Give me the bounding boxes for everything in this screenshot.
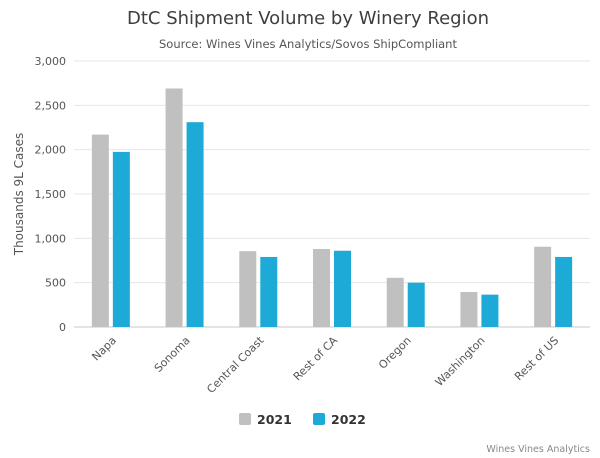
chart-title: DtC Shipment Volume by Winery Region — [127, 8, 489, 29]
bar-2022-washington[interactable] — [481, 294, 499, 327]
bar-2022-oregon[interactable] — [407, 282, 425, 327]
bar-2022-rest-of-us[interactable] — [555, 256, 573, 327]
y-tick-label: 0 — [59, 321, 66, 334]
y-axis-ticks: 0 500 1,000 1,500 2,000 2,500 3,000 — [35, 55, 67, 334]
y-tick-label: 500 — [45, 277, 66, 290]
bar-2021-washington[interactable] — [460, 291, 478, 327]
legend-swatch — [313, 413, 325, 425]
bar-2022-central-coast[interactable] — [260, 256, 278, 327]
x-tick-label: Washington — [433, 334, 488, 389]
x-tick-label: Napa — [89, 334, 118, 363]
y-tick-label: 2,000 — [35, 144, 67, 157]
x-tick-label: Rest of US — [512, 334, 561, 383]
legend-item-2021[interactable]: 2021 — [239, 412, 292, 427]
bar-2021-central-coast[interactable] — [239, 251, 257, 327]
chart-subtitle: Source: Wines Vines Analytics/Sovos Ship… — [159, 37, 457, 51]
bar-2021-oregon[interactable] — [386, 277, 404, 327]
bar-2022-napa[interactable] — [112, 151, 130, 327]
y-axis-label: Thousands 9L Cases — [12, 133, 26, 257]
legend-label: 2022 — [331, 412, 366, 427]
x-axis-ticks: Napa Sonoma Central Coast Rest of CA Oregon W… — [89, 333, 561, 396]
bar-2022-rest-of-ca[interactable] — [334, 250, 351, 327]
y-tick-label: 1,000 — [35, 232, 67, 245]
legend-swatch — [239, 413, 251, 425]
x-tick-label: Oregon — [376, 334, 414, 372]
bar-2021-sonoma[interactable] — [165, 88, 183, 327]
x-tick-label: Central Coast — [204, 333, 267, 396]
bar-2021-rest-of-ca[interactable] — [313, 248, 330, 327]
chart-credit[interactable]: Wines Vines Analytics — [486, 444, 590, 455]
y-tick-label: 1,500 — [35, 188, 67, 201]
bar-2021-napa[interactable] — [91, 134, 109, 327]
y-tick-label: 3,000 — [35, 55, 67, 68]
grid — [74, 60, 590, 328]
x-tick-label: Sonoma — [152, 334, 193, 375]
bars — [91, 88, 573, 328]
legend[interactable]: 2021 2022 — [239, 412, 366, 427]
bar-2022-sonoma[interactable] — [186, 122, 204, 328]
y-tick-label: 2,500 — [35, 99, 67, 112]
legend-item-2022[interactable]: 2022 — [313, 412, 366, 427]
legend-label: 2021 — [257, 412, 292, 427]
x-tick-label: Rest of CA — [291, 334, 341, 384]
bar-2021-rest-of-us[interactable] — [534, 246, 552, 327]
